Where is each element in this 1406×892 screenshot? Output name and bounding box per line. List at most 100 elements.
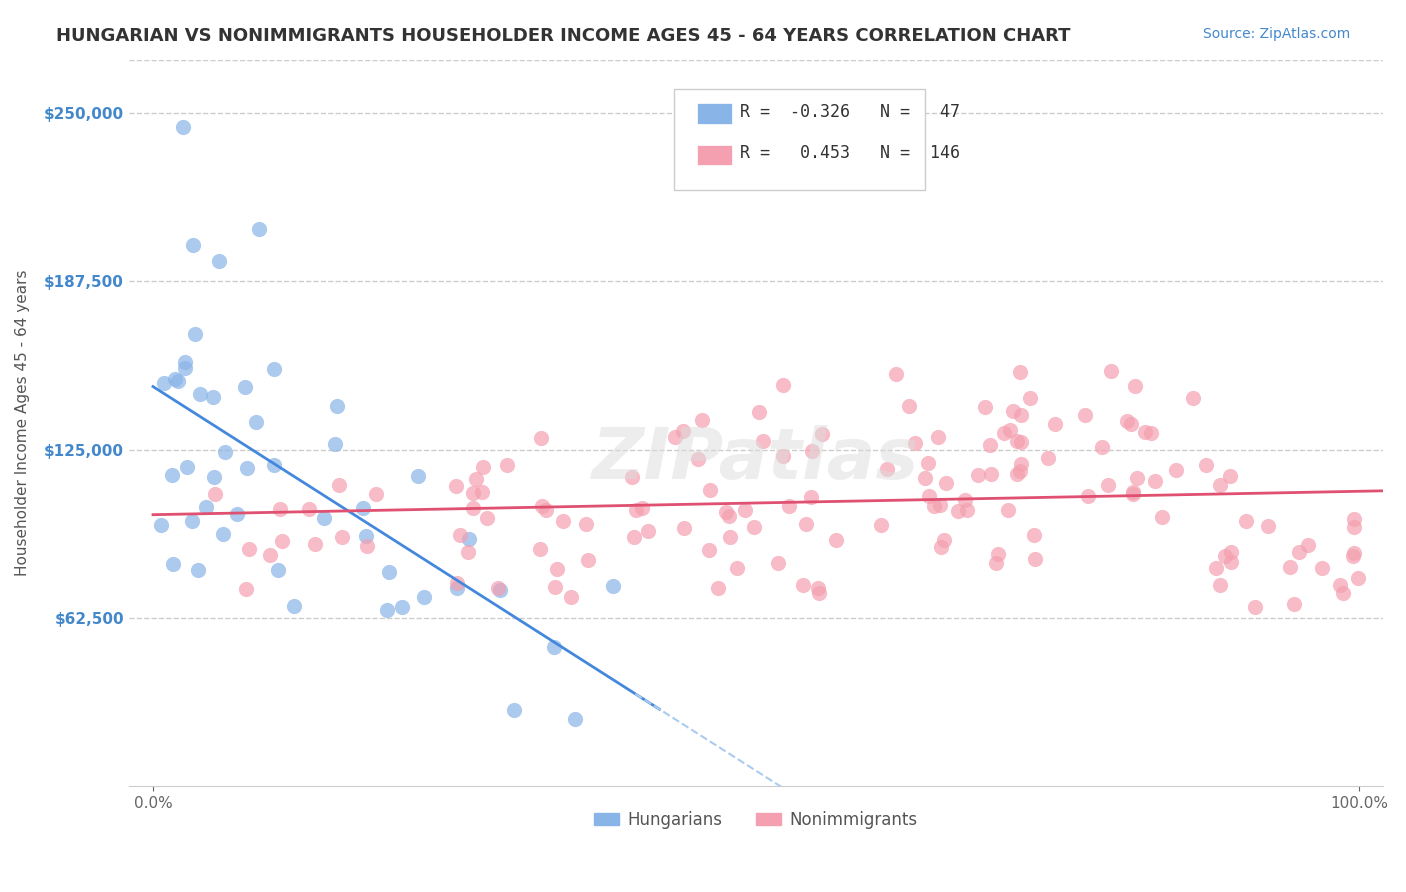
Point: [247, 222, 270, 236]
Point: [165, 372, 187, 386]
Point: [1010, 457, 1032, 471]
Point: [233, 380, 256, 394]
Point: [461, 501, 484, 516]
Point: [181, 514, 204, 528]
Point: [576, 552, 599, 566]
Point: [1010, 464, 1032, 478]
Point: [1347, 571, 1369, 585]
Point: [449, 528, 471, 542]
Point: [1024, 528, 1046, 542]
Point: [800, 444, 823, 458]
Point: [529, 541, 551, 556]
Point: [238, 541, 260, 556]
Point: [502, 703, 524, 717]
Point: [174, 360, 197, 375]
Point: [1288, 545, 1310, 559]
Point: [966, 468, 988, 483]
Point: [298, 502, 321, 516]
Point: [800, 490, 823, 504]
Point: [1257, 519, 1279, 533]
Point: [707, 582, 730, 596]
Point: [489, 582, 512, 597]
Point: [564, 712, 586, 726]
Point: [575, 517, 598, 532]
Point: [167, 374, 190, 388]
FancyBboxPatch shape: [675, 88, 925, 190]
Point: [471, 484, 494, 499]
Point: [1343, 512, 1365, 526]
Point: [664, 430, 686, 444]
Point: [1279, 560, 1302, 574]
Point: [271, 534, 294, 549]
Point: [176, 459, 198, 474]
Point: [993, 426, 1015, 441]
Point: [202, 470, 225, 484]
Point: [1074, 408, 1097, 422]
Point: [1010, 409, 1032, 423]
Point: [1123, 379, 1146, 393]
Point: [1091, 440, 1114, 454]
Point: [269, 501, 291, 516]
Point: [304, 537, 326, 551]
Point: [149, 517, 172, 532]
Text: ZIPatlas: ZIPatlas: [592, 425, 920, 493]
Point: [352, 500, 374, 515]
Point: [235, 582, 257, 597]
Point: [391, 599, 413, 614]
Point: [202, 390, 225, 404]
Point: [1135, 425, 1157, 439]
Point: [204, 487, 226, 501]
Point: [226, 508, 249, 522]
Point: [1181, 392, 1204, 406]
Point: [475, 511, 498, 525]
Point: [987, 548, 1010, 562]
Point: [1097, 478, 1119, 492]
Point: [718, 509, 741, 524]
Point: [283, 599, 305, 613]
Point: [412, 590, 434, 604]
Point: [188, 387, 211, 401]
Point: [486, 581, 509, 595]
Point: [547, 562, 569, 576]
Point: [174, 355, 197, 369]
Point: [544, 580, 567, 594]
Point: [623, 530, 645, 544]
Point: [1005, 434, 1028, 448]
Point: [1126, 471, 1149, 485]
Point: [1045, 417, 1067, 431]
Point: [1121, 417, 1143, 432]
Point: [458, 533, 481, 547]
Point: [214, 445, 236, 459]
Point: [461, 485, 484, 500]
Point: [1143, 474, 1166, 488]
Point: [312, 511, 335, 525]
Point: [162, 558, 184, 572]
Point: [631, 501, 654, 516]
Point: [1036, 451, 1059, 466]
Point: [824, 533, 846, 547]
Point: [626, 503, 648, 517]
Point: [553, 514, 575, 528]
Point: [929, 540, 952, 554]
Point: [330, 530, 353, 544]
Point: [772, 450, 794, 464]
Point: [543, 640, 565, 655]
Point: [772, 377, 794, 392]
Point: [734, 502, 756, 516]
Point: [1244, 599, 1267, 614]
Point: [1077, 489, 1099, 503]
Point: [794, 516, 817, 531]
Point: [935, 476, 957, 491]
Point: [1205, 561, 1227, 575]
Point: [1284, 597, 1306, 611]
Point: [1331, 586, 1354, 600]
Point: [446, 576, 468, 591]
Point: [212, 526, 235, 541]
Point: [326, 399, 349, 413]
Point: [1296, 539, 1319, 553]
Point: [378, 565, 401, 579]
Point: [778, 499, 800, 513]
Point: [181, 237, 204, 252]
Point: [956, 503, 979, 517]
Point: [697, 543, 720, 558]
